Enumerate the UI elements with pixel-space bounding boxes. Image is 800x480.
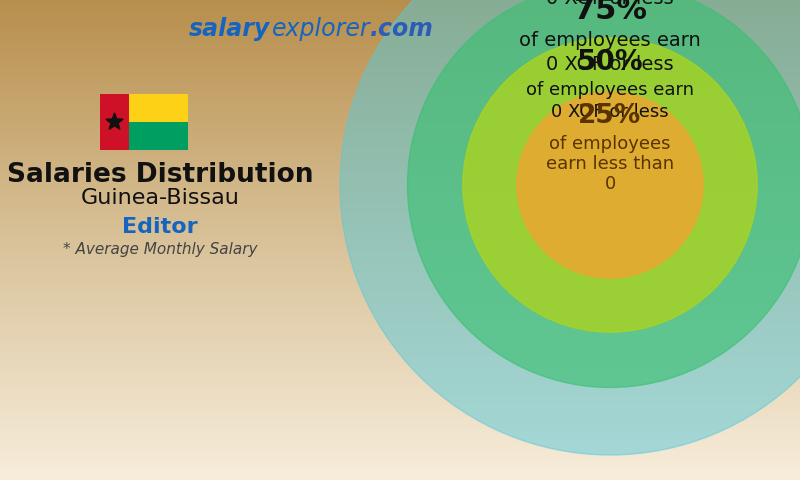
Circle shape — [407, 0, 800, 387]
Polygon shape — [106, 113, 123, 129]
Text: 0 XOF or less: 0 XOF or less — [551, 103, 669, 121]
Bar — [129, 122, 188, 150]
Text: of employees earn: of employees earn — [526, 81, 694, 99]
Bar — [100, 94, 129, 150]
Text: earn less than: earn less than — [546, 155, 674, 173]
Circle shape — [463, 38, 757, 332]
Text: 0 XOF or less: 0 XOF or less — [546, 55, 674, 74]
Circle shape — [517, 92, 703, 278]
Text: 0: 0 — [604, 175, 616, 193]
Text: .com: .com — [370, 17, 434, 41]
Text: * Average Monthly Salary: * Average Monthly Salary — [62, 242, 258, 257]
Text: salary: salary — [189, 17, 270, 41]
Circle shape — [340, 0, 800, 455]
Text: explorer: explorer — [272, 17, 370, 41]
Text: of employees: of employees — [550, 135, 670, 153]
Text: Editor: Editor — [122, 217, 198, 237]
Bar — [129, 94, 188, 122]
Text: 0 XOF or less: 0 XOF or less — [546, 0, 674, 9]
Text: 75%: 75% — [574, 0, 646, 25]
Text: 50%: 50% — [577, 48, 643, 76]
Text: 25%: 25% — [578, 103, 642, 129]
Text: Salaries Distribution: Salaries Distribution — [6, 162, 314, 188]
Text: Guinea-Bissau: Guinea-Bissau — [81, 188, 239, 208]
Text: of employees earn: of employees earn — [519, 31, 701, 50]
